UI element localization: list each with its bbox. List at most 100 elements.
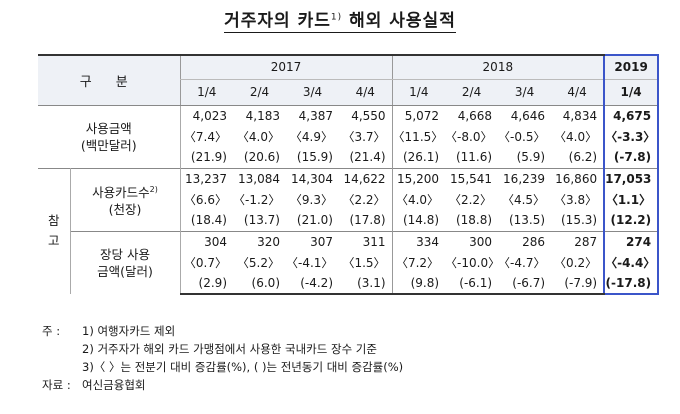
cards-values-row: 참 고 사용카드수2) (천장) 13,237 13,084 14,304 14…: [38, 167, 660, 294]
table-cell: 〈-4.7〉: [498, 256, 546, 270]
per-card-label-line2: 금액(달러): [97, 263, 153, 279]
source-text: 여신금융협회: [82, 378, 146, 392]
table-cell: 〈6.6〉: [183, 193, 227, 207]
usage-qoq-row: 〈7.4〉 〈4.0〉 〈4.9〉 〈3.7〉 〈11.5〉 〈-8.0〉 〈-…: [38, 126, 660, 147]
table-cell: 287: [551, 230, 605, 252]
title-text: 거주자의 카드: [224, 11, 331, 31]
table-cell: 〈4.0〉: [391, 189, 446, 210]
table-cell: (6.2): [568, 150, 598, 165]
table-cell: 334: [391, 230, 446, 252]
table-cell: 14,622: [339, 167, 393, 189]
table-cell-current: 〈-4.4〉: [603, 252, 660, 273]
table-cell: 13,084: [233, 167, 286, 189]
table-cell: 5,072: [391, 105, 446, 126]
table-cell: 16,239: [498, 167, 552, 189]
table-cell: 〈9.3〉: [289, 193, 333, 207]
table-cell-current: 17,053: [603, 167, 660, 189]
header-quarter: 4/4: [339, 79, 393, 106]
header-quarter: 4/4: [551, 79, 605, 106]
source-label: 자료 :: [42, 378, 71, 392]
header-row-years: 구 분 2017 2018 2019: [38, 54, 660, 106]
usage-label: 사용금액 (백만달러): [38, 105, 181, 168]
header-quarter: 1/4: [391, 79, 446, 106]
table-cell: (18.8): [455, 213, 493, 228]
table-cell: (-6.1): [445, 273, 499, 295]
per-card-yoy-row: (2.9) (6.0) (-4.2) (3.1) (9.8) (-6.1) (-…: [38, 273, 660, 295]
table-cell: (13.5): [508, 213, 546, 228]
table-cell: 〈11.5〉: [391, 126, 446, 147]
header-quarter: 3/4: [286, 79, 339, 106]
header-quarter: 3/4: [498, 79, 552, 106]
header-quarter: 1/4: [179, 79, 233, 106]
note-3: 3)〈 〉는 전분기 대비 증감률(%), ( )는 전년동기 대비 증감률(%…: [82, 360, 404, 374]
header-gubun: 구 분: [38, 54, 180, 106]
table-cell: 4,387: [298, 108, 333, 123]
reference-label: 참 고: [38, 167, 71, 294]
table-cell: 〈-1.2〉: [233, 193, 281, 207]
table-cell: (21.0): [296, 213, 333, 228]
table-cell: 4,023: [192, 108, 227, 123]
table-cell: (26.1): [391, 147, 446, 168]
cards-qoq-row: 〈6.6〉 〈-1.2〉 〈9.3〉 〈2.2〉 〈4.0〉 〈2.2〉 〈4.…: [38, 189, 660, 210]
table-cell: (5.9): [516, 150, 546, 165]
table-cell: 〈3.7〉: [342, 130, 386, 144]
table-cell: 286: [498, 230, 552, 252]
table-cell: 〈7.2〉: [391, 252, 446, 273]
table-cell-current: 〈-3.3〉: [603, 126, 660, 147]
title-footnote: 1): [330, 12, 343, 23]
usage-yoy-row: (21.9) (20.6) (15.9) (21.4) (26.1) (11.6…: [38, 147, 660, 168]
table-cell: (15.3): [561, 213, 598, 228]
title-text-rest: 해외 사용실적: [349, 11, 456, 31]
table-cell: 〈2.2〉: [342, 193, 386, 207]
notes-label: 주 :: [42, 324, 61, 338]
table-cell-current: (12.2): [603, 210, 660, 231]
table-cell-current: 274: [603, 230, 660, 252]
stats-table: 구 분 2017 2018 2019 1/4 2/4 3/4 4/4 1/4 2…: [38, 54, 660, 295]
cards-label: 사용카드수2) (천장): [70, 167, 181, 231]
table-cell: 4,834: [562, 108, 598, 123]
table-cell-current: (-7.8): [603, 147, 660, 168]
table-cell: 4,646: [510, 108, 546, 123]
table-cell: 〈7.4〉: [183, 130, 227, 144]
header-quarter-current: 1/4: [603, 79, 660, 106]
table-cell: 300: [445, 230, 499, 252]
table-cell: 15,541: [445, 167, 499, 189]
per-card-qoq-row: 〈0.7〉 〈5.2〉 〈-4.1〉 〈1.5〉 〈7.2〉 〈-10.0〉 〈…: [38, 252, 660, 273]
table-cell: (9.8): [391, 273, 446, 295]
per-card-label-line1: 장당 사용: [100, 246, 150, 262]
header-year-2017: 2017: [179, 54, 393, 80]
table-cell: 320: [233, 230, 286, 252]
table-cell: 〈3.8〉: [554, 193, 598, 207]
footnotes: 주 : 1) 여행자카드 제외 2) 거주자가 해외 카드 가맹점에서 사용한 국…: [42, 322, 403, 394]
table-cell: 〈2.2〉: [448, 193, 493, 207]
table-cell: 〈1.5〉: [342, 256, 386, 270]
table-cell: (11.6): [455, 150, 493, 165]
cards-label-line2: (천장): [108, 202, 142, 218]
cards-label-footnote: 2): [149, 184, 158, 194]
table-cell: (3.1): [339, 273, 393, 295]
table-cell: 〈4.0〉: [236, 130, 280, 144]
note-2: 2) 거주자가 해외 카드 가맹점에서 사용한 국내카드 장수 기준: [82, 342, 377, 356]
table-cell: (14.8): [391, 210, 446, 231]
table-cell: (20.6): [243, 150, 280, 165]
cards-label-line1: 사용카드수: [92, 185, 150, 201]
table-cell-current: 〈1.1〉: [603, 189, 660, 210]
table-cell: 〈0.7〉: [183, 256, 227, 270]
table-cell: 〈4.0〉: [554, 130, 598, 144]
table-cell: 13,237: [180, 167, 233, 189]
note-1: 1) 여행자카드 제외: [82, 324, 176, 338]
table-cell: 15,200: [391, 167, 446, 189]
table-cell: 4,550: [351, 108, 386, 123]
table-cell: (2.9): [180, 273, 233, 295]
table-cell: 〈4.5〉: [501, 193, 546, 207]
usage-label-line2: (백만달러): [80, 137, 137, 153]
page-title: 거주자의 카드1) 해외 사용실적: [0, 6, 680, 33]
header-row-quarters: 1/4 2/4 3/4 4/4 1/4 2/4 3/4 4/4 1/4: [38, 79, 660, 106]
usage-values-row: 사용금액 (백만달러) 4,023 4,183 4,387 4,550 5,07…: [38, 105, 660, 168]
table-cell: (-7.9): [551, 273, 605, 295]
table-cell: 14,304: [286, 167, 339, 189]
per-card-values-row: 장당 사용 금액(달러) 304 320 307 311 334 300 286…: [38, 230, 660, 294]
cards-yoy-row: (18.4) (13.7) (21.0) (17.8) (14.8) (18.8…: [38, 210, 660, 231]
table-cell: 〈0.2〉: [554, 256, 598, 270]
usage-label-line1: 사용금액: [85, 120, 132, 136]
